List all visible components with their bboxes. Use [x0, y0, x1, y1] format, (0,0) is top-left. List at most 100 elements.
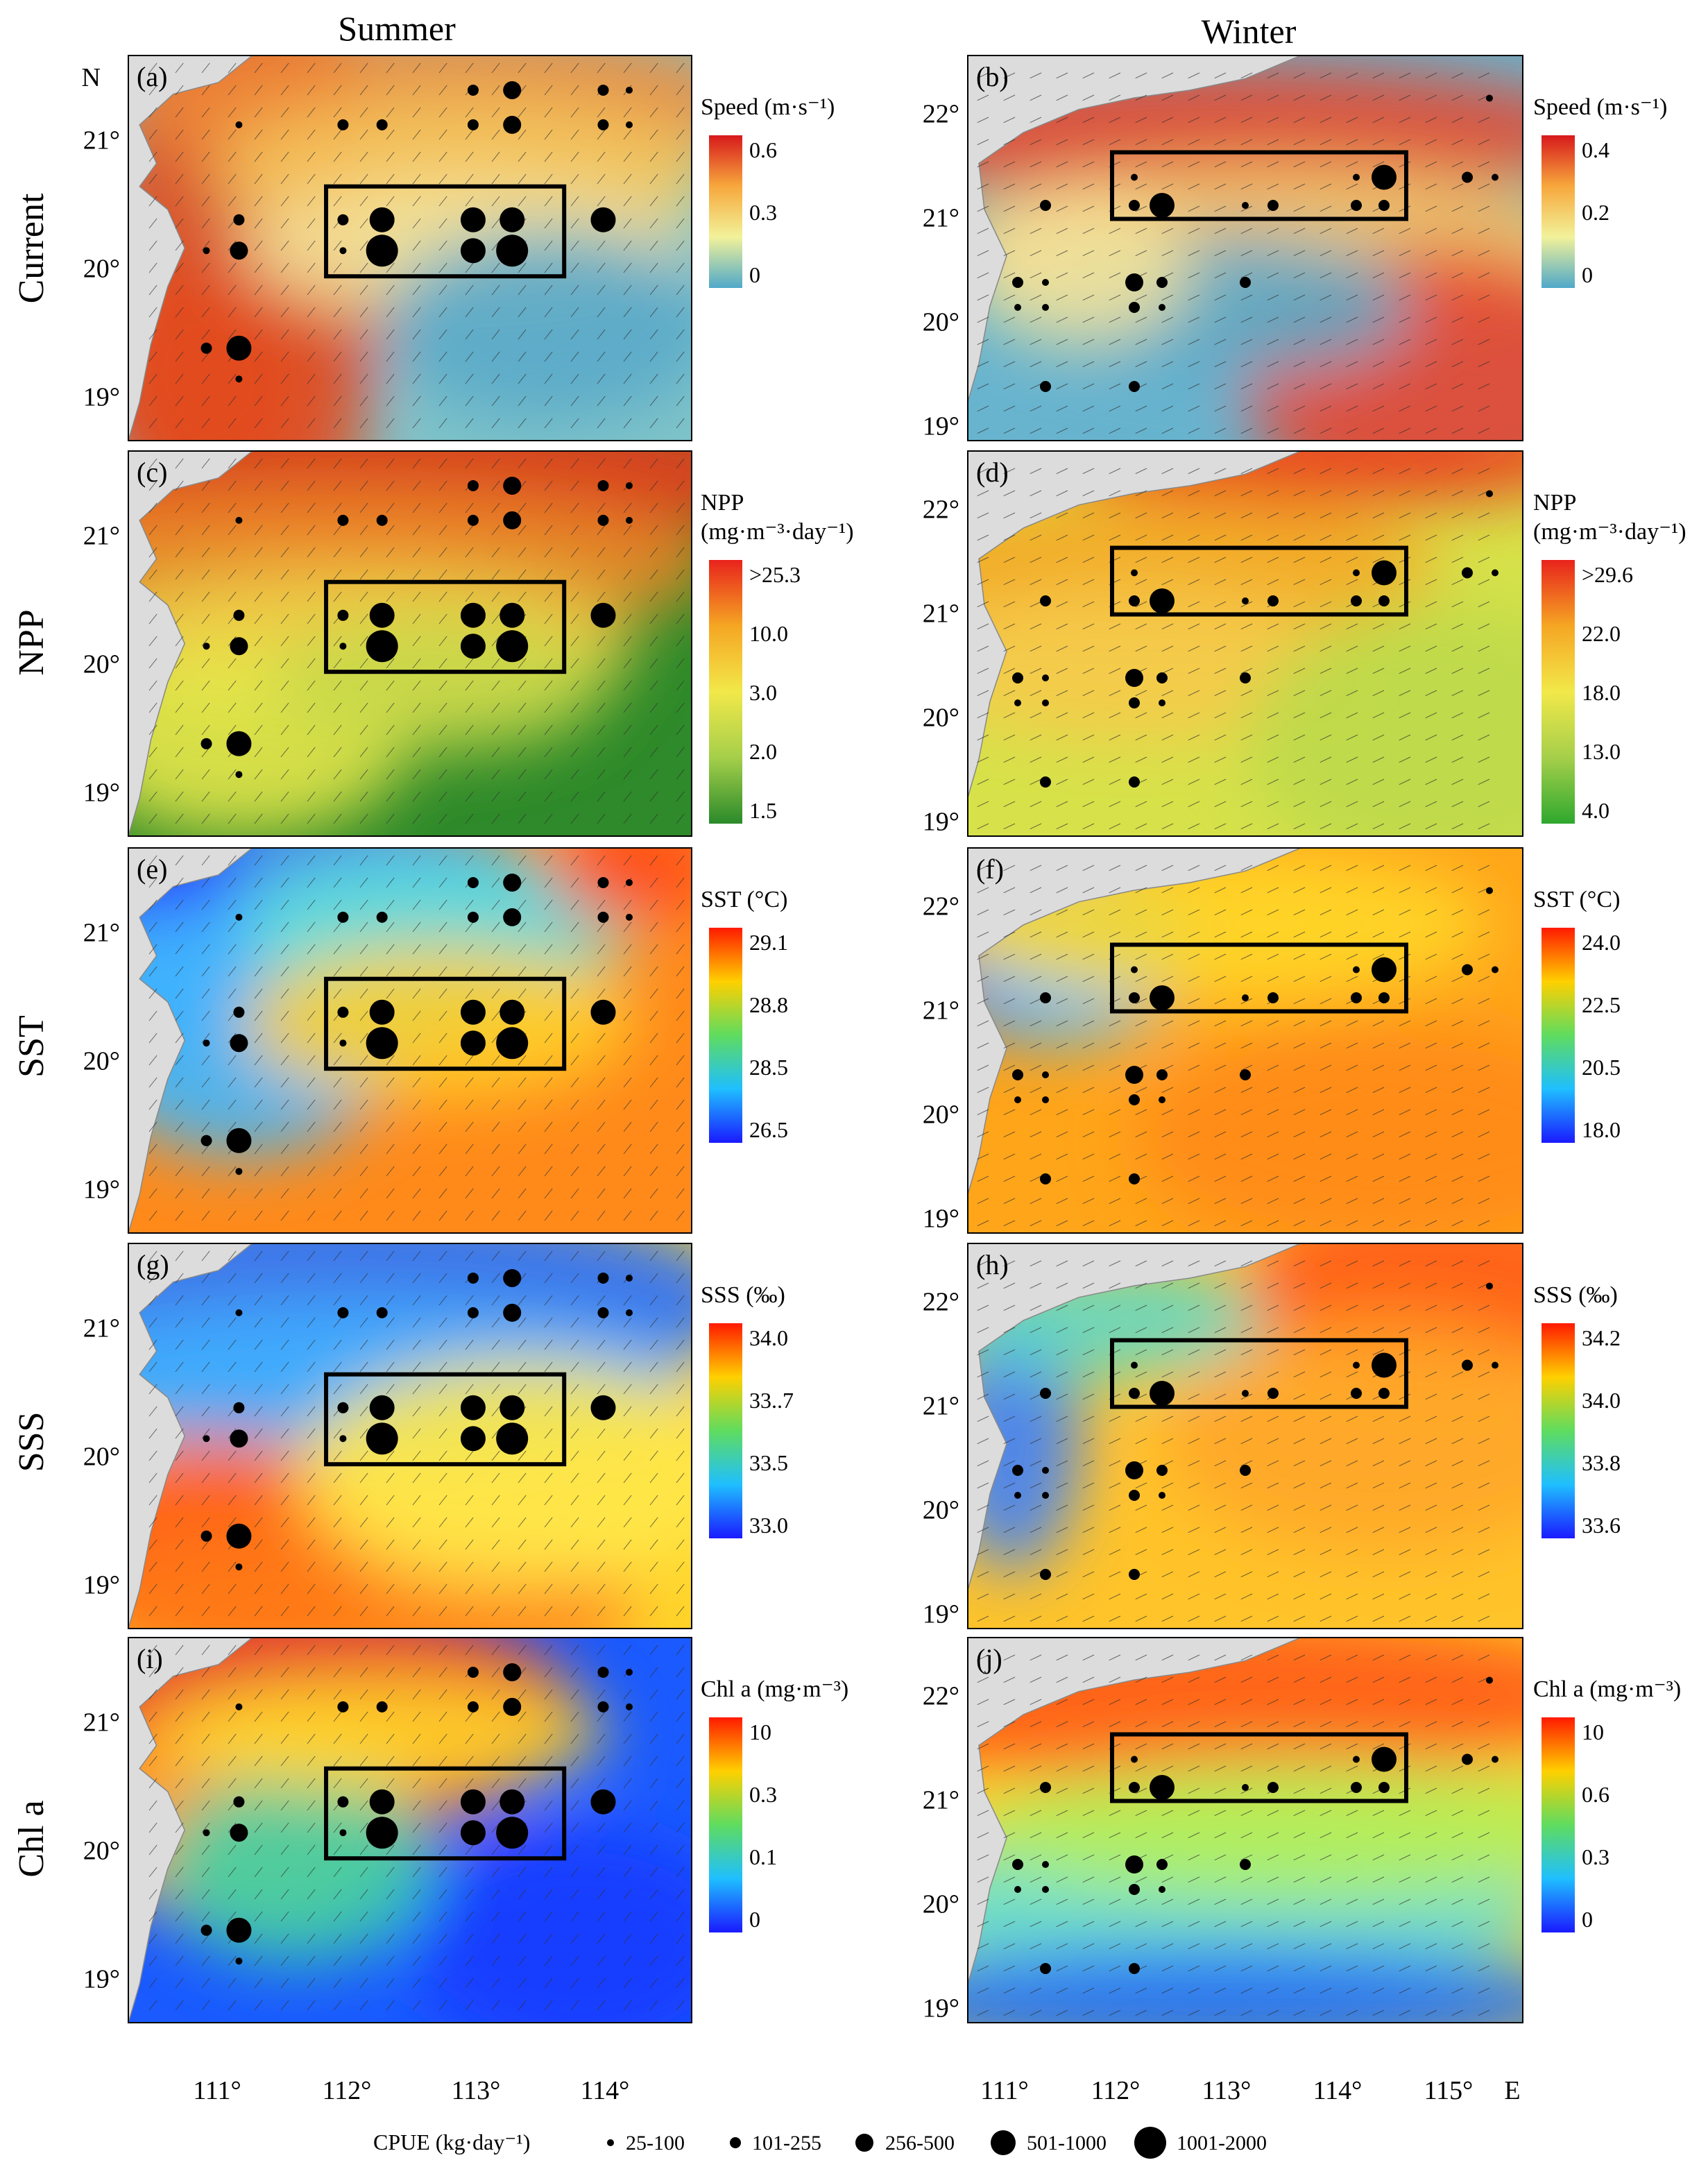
- cpue-station-f-19: [1042, 1096, 1049, 1103]
- cpue-station-c-16: [339, 643, 347, 650]
- map-panel-d: (d) 22° 21° 20° 19°: [923, 450, 1523, 837]
- land-j: [968, 1638, 1301, 1985]
- cpue-station-f-21: [1159, 1096, 1165, 1103]
- cpue-station-b-6: [1040, 200, 1051, 211]
- land-e: [128, 848, 253, 1233]
- cpue-station-a-20: [233, 214, 245, 226]
- current-arrows-b: [977, 72, 1490, 434]
- land-a: [128, 56, 253, 441]
- cpue-station-b-18: [1014, 304, 1021, 311]
- cpue-station-i-19: [496, 1817, 529, 1849]
- colorbar-h: [1542, 1323, 1575, 1538]
- colorbar-tick-f-1: 22.5: [1582, 992, 1621, 1017]
- lat-label-f-20: 20°: [923, 1101, 959, 1130]
- study-area-box-c: [324, 579, 567, 674]
- lat-label-c-21: 21°: [83, 521, 120, 550]
- cpue-station-a-1: [337, 119, 349, 130]
- current-arrows-a: [148, 62, 685, 429]
- cpue-station-a-18: [460, 238, 486, 264]
- cpue-station-i-10: [625, 1668, 633, 1676]
- legend-title-h: SSS (‰): [1533, 1282, 1618, 1308]
- lat-label-d-22: 22°: [923, 495, 959, 525]
- current-arrows-d: [977, 468, 1490, 830]
- cpue-station-g-22: [203, 1435, 210, 1443]
- cpue-station-d-16: [1156, 672, 1168, 683]
- cpue-station-i-16: [339, 1829, 347, 1837]
- cpue-station-h-3: [1372, 1352, 1397, 1378]
- cpue-station-j-7: [1129, 1782, 1140, 1793]
- field-sst-e: [128, 848, 692, 1233]
- cpue-station-b-1: [1131, 173, 1138, 181]
- legend-i: Chl a (mg·m⁻³) 10 0.3 0.1 0: [701, 1676, 848, 1932]
- colorbar-tick-h-1: 34.0: [1582, 1388, 1621, 1413]
- cpue-station-h-12: [1378, 1388, 1390, 1399]
- cpue-station-f-15: [1125, 1066, 1143, 1084]
- cpue-station-i-12: [369, 1789, 395, 1815]
- cpue-station-h-13: [1012, 1465, 1023, 1476]
- cpue-station-g-17: [366, 1422, 398, 1455]
- field-chl-j: [968, 1638, 1523, 2023]
- cpue-station-i-24: [226, 1917, 252, 1943]
- cpue-station-d-23: [1129, 776, 1140, 788]
- colorbar-tick-i-3: 0: [749, 1907, 760, 1932]
- cpue-station-a-6: [625, 121, 633, 128]
- cpue-station-a-0: [235, 121, 243, 128]
- winter-lon-label-112: 112°: [1091, 2076, 1141, 2105]
- cpue-station-e-3: [467, 911, 479, 923]
- colorbar-tick-d-3: 13.0: [1582, 739, 1621, 764]
- cpue-station-e-4: [503, 908, 522, 926]
- legend-title-i: Chl a (mg·m⁻³): [701, 1676, 848, 1702]
- land-f: [968, 848, 1301, 1195]
- lat-label-a-20: 20°: [83, 254, 120, 283]
- cpue-station-b-2: [1353, 173, 1360, 181]
- cpue-station-h-8: [1150, 1381, 1175, 1406]
- cpue-station-f-1: [1131, 966, 1138, 974]
- lat-label-i-20: 20°: [83, 1836, 120, 1865]
- lat-label-f-21: 21°: [923, 996, 959, 1026]
- colorbar-tick-c-2: 3.0: [749, 680, 777, 705]
- cpue-station-j-6: [1040, 1782, 1051, 1793]
- panel-label-b: (b): [976, 61, 1009, 92]
- winter-lon-label-114: 114°: [1313, 2076, 1363, 2105]
- cpue-station-f-7: [1129, 992, 1140, 1003]
- summer-lon-label-113: 113°: [452, 2076, 501, 2105]
- cpue-station-g-16: [339, 1435, 347, 1443]
- field-current-a: [128, 56, 692, 441]
- colorbar-d: [1542, 560, 1575, 824]
- cpue-station-h-11: [1351, 1388, 1362, 1399]
- cpue-station-j-12: [1378, 1782, 1390, 1793]
- cpue-station-a-5: [597, 119, 609, 130]
- cpue-station-h-15: [1125, 1461, 1143, 1479]
- map-panel-c: (c) 21° 20° 19°: [83, 450, 692, 837]
- map-panel-g: (g) 21° 20° 19°: [83, 1243, 692, 1629]
- cpue-station-h-4: [1462, 1359, 1473, 1371]
- cpue-station-c-20: [233, 609, 245, 621]
- panel-frame-f: [967, 847, 1523, 1234]
- cpue-station-e-9: [597, 876, 609, 888]
- cpue-station-c-8: [503, 476, 522, 495]
- colorbar-tick-c-4: 1.5: [749, 798, 777, 823]
- colorbar-tick-j-1: 0.6: [1582, 1782, 1609, 1807]
- cpue-station-j-21: [1159, 1886, 1165, 1893]
- current-arrows-c: [148, 458, 685, 824]
- panel-frame-i: [128, 1637, 692, 2023]
- cpue-station-h-19: [1042, 1492, 1049, 1499]
- cpue-station-j-1: [1131, 1756, 1138, 1763]
- cpue-station-d-12: [1378, 595, 1390, 606]
- cpue-station-b-13: [1012, 277, 1023, 288]
- colorbar-tick-g-2: 33.5: [749, 1450, 788, 1475]
- lat-label-h-19: 19°: [923, 1600, 959, 1629]
- colorbar-tick-e-1: 28.8: [749, 992, 788, 1017]
- cpue-station-f-14: [1042, 1071, 1049, 1078]
- cpue-station-e-18: [460, 1030, 486, 1056]
- legend-e: SST (°C) 29.1 28.8 28.5 26.5: [701, 887, 788, 1143]
- cpue-station-h-2: [1353, 1361, 1360, 1369]
- cpue-station-h-21: [1159, 1492, 1165, 1499]
- column-header-winter: Winter: [1202, 12, 1297, 51]
- cpue-station-a-3: [467, 119, 479, 130]
- legend-title-b: Speed (m·s⁻¹): [1533, 94, 1667, 120]
- lat-label-j-21: 21°: [923, 1786, 959, 1815]
- cpue-station-e-7: [467, 876, 479, 888]
- cpue-station-a-23: [200, 342, 212, 354]
